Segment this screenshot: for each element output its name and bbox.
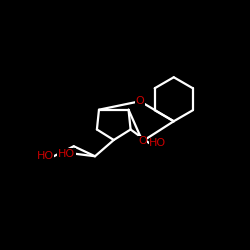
Text: HO: HO <box>149 138 166 148</box>
Text: HO: HO <box>36 151 54 161</box>
Text: HO: HO <box>58 149 75 159</box>
Text: O: O <box>136 96 144 106</box>
Text: O: O <box>138 136 147 146</box>
